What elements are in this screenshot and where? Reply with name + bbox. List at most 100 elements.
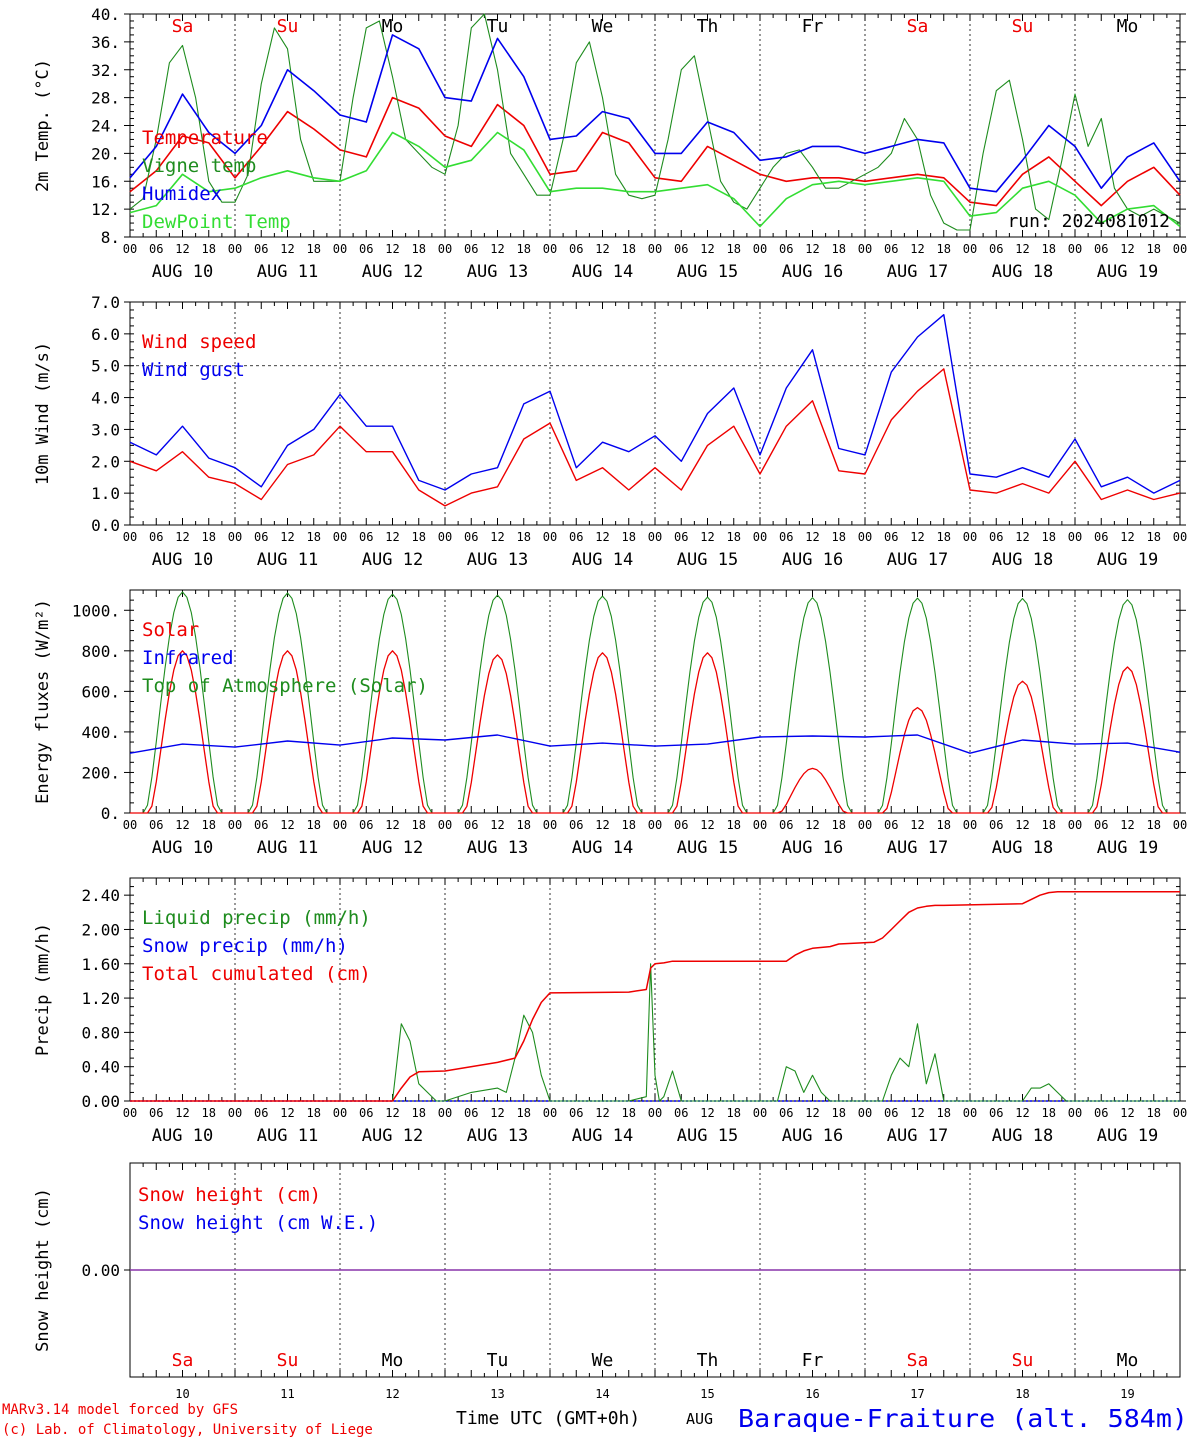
x-tick-label: 12 (910, 1106, 924, 1120)
y-tick-label: 24. (91, 117, 120, 136)
y-axis-label: 2m Temp. (°C) (33, 59, 53, 192)
x-tick-label: 00 (438, 1106, 452, 1120)
y-tick-label: 2.40 (81, 886, 120, 905)
day-date-label: AUG 18 (992, 1126, 1053, 1146)
x-tick-label: 18 (202, 242, 216, 256)
x-tick-label: 12 (1120, 1106, 1134, 1120)
y-tick-label: 28. (91, 89, 120, 108)
day-date-label: AUG 17 (887, 262, 948, 282)
x-tick-label: 12 (700, 242, 714, 256)
weekday-label: We (592, 1350, 614, 1371)
y-tick-label: 16. (91, 172, 120, 191)
x-tick-label: 18 (622, 242, 636, 256)
y-tick-label: 0.00 (81, 1092, 120, 1111)
x-tick-label: 18 (412, 530, 426, 544)
y-tick-label: 0.0 (91, 516, 120, 535)
x-tick-label: 12 (805, 530, 819, 544)
x-tick-label: 18 (937, 1106, 951, 1120)
day-date-label: AUG 13 (467, 1126, 528, 1146)
y-tick-label: 36. (91, 33, 120, 52)
day-number-label: 18 (1015, 1387, 1029, 1401)
x-tick-label: 00 (1068, 818, 1082, 832)
legend-entry: Snow precip (mm/h) (142, 935, 348, 957)
y-tick-label: 6.0 (91, 325, 120, 344)
x-tick-label: 06 (149, 818, 163, 832)
legend-entry: Total cumulated (cm) (142, 963, 371, 985)
day-date-label: AUG 17 (887, 838, 948, 858)
x-tick-label: 00 (123, 242, 137, 256)
day-date-label: AUG 11 (257, 550, 318, 570)
weekday-label: Sa (907, 1350, 929, 1371)
x-tick-label: 12 (490, 1106, 504, 1120)
x-tick-label: 12 (700, 530, 714, 544)
y-tick-label: 0.40 (81, 1058, 120, 1077)
x-tick-label: 12 (175, 530, 189, 544)
x-tick-label: 06 (569, 530, 583, 544)
x-tick-label: 00 (543, 1106, 557, 1120)
y-tick-label: 1.20 (81, 989, 120, 1008)
x-tick-label: 00 (858, 818, 872, 832)
x-tick-label: 00 (228, 242, 242, 256)
day-number-label: 14 (595, 1387, 609, 1401)
x-tick-label: 00 (333, 530, 347, 544)
x-tick-label: 12 (595, 818, 609, 832)
x-tick-label: 18 (937, 818, 951, 832)
x-tick-label: 06 (989, 1106, 1003, 1120)
y-axis-label: Precip (mm/h) (33, 923, 53, 1056)
x-tick-label: 18 (307, 530, 321, 544)
x-tick-label: 06 (464, 530, 478, 544)
x-tick-label: 06 (1094, 530, 1108, 544)
x-tick-label: 06 (884, 1106, 898, 1120)
y-axis-label: Snow height (cm) (33, 1188, 53, 1352)
x-tick-label: 06 (989, 242, 1003, 256)
y-tick-label: 8. (101, 228, 120, 247)
series-line (129, 131, 1181, 228)
x-tick-label: 12 (490, 530, 504, 544)
series-line (129, 734, 1181, 754)
series-line (129, 314, 1181, 494)
x-tick-label: 18 (517, 242, 531, 256)
y-tick-label: 3.0 (91, 420, 120, 439)
weekday-label: Mo (382, 1350, 404, 1371)
x-tick-label: 18 (307, 818, 321, 832)
x-tick-label: 00 (333, 242, 347, 256)
x-tick-label: 06 (569, 242, 583, 256)
x-tick-label: 06 (989, 818, 1003, 832)
day-number-label: 11 (280, 1387, 294, 1401)
weekday-label: Su (277, 1350, 299, 1371)
x-tick-label: 12 (490, 818, 504, 832)
x-tick-label: 18 (727, 242, 741, 256)
day-date-label: AUG 10 (152, 550, 213, 570)
x-tick-label: 12 (595, 242, 609, 256)
day-date-label: AUG 16 (782, 1126, 843, 1146)
x-tick-label: 00 (543, 818, 557, 832)
y-tick-label: 0. (101, 804, 120, 823)
day-date-label: AUG 19 (1097, 838, 1158, 858)
panel-snow: 0.00 Snow height (cm) Snow height (cm) Snow… (33, 1162, 1186, 1401)
x-tick-label: 12 (1120, 242, 1134, 256)
y-axis-label: Energy fluxes (W/m²) (33, 599, 53, 804)
x-tick-label: 18 (202, 1106, 216, 1120)
x-tick-label: 06 (779, 530, 793, 544)
x-tick-label: 12 (1015, 530, 1029, 544)
x-tick-label: 00 (648, 1106, 662, 1120)
x-tick-label: 00 (438, 242, 452, 256)
x-tick-label: 06 (254, 242, 268, 256)
x-tick-label: 18 (517, 818, 531, 832)
y-tick-label: 1.0 (91, 484, 120, 503)
x-tick-label: 12 (385, 818, 399, 832)
x-tick-label: 12 (1015, 1106, 1029, 1120)
x-tick-label: 06 (779, 242, 793, 256)
x-tick-label: 06 (569, 1106, 583, 1120)
day-date-label: AUG 16 (782, 838, 843, 858)
x-tick-label: 00 (858, 530, 872, 544)
legend-entry: Snow height (cm W.E.) (138, 1212, 378, 1234)
x-tick-label: 00 (963, 242, 977, 256)
day-date-label: AUG 18 (992, 262, 1053, 282)
x-tick-label: 06 (464, 242, 478, 256)
x-tick-label: 00 (543, 242, 557, 256)
day-date-label: AUG 13 (467, 838, 528, 858)
x-tick-label: 00 (648, 818, 662, 832)
x-tick-label: 18 (307, 242, 321, 256)
x-tick-label: 18 (517, 530, 531, 544)
